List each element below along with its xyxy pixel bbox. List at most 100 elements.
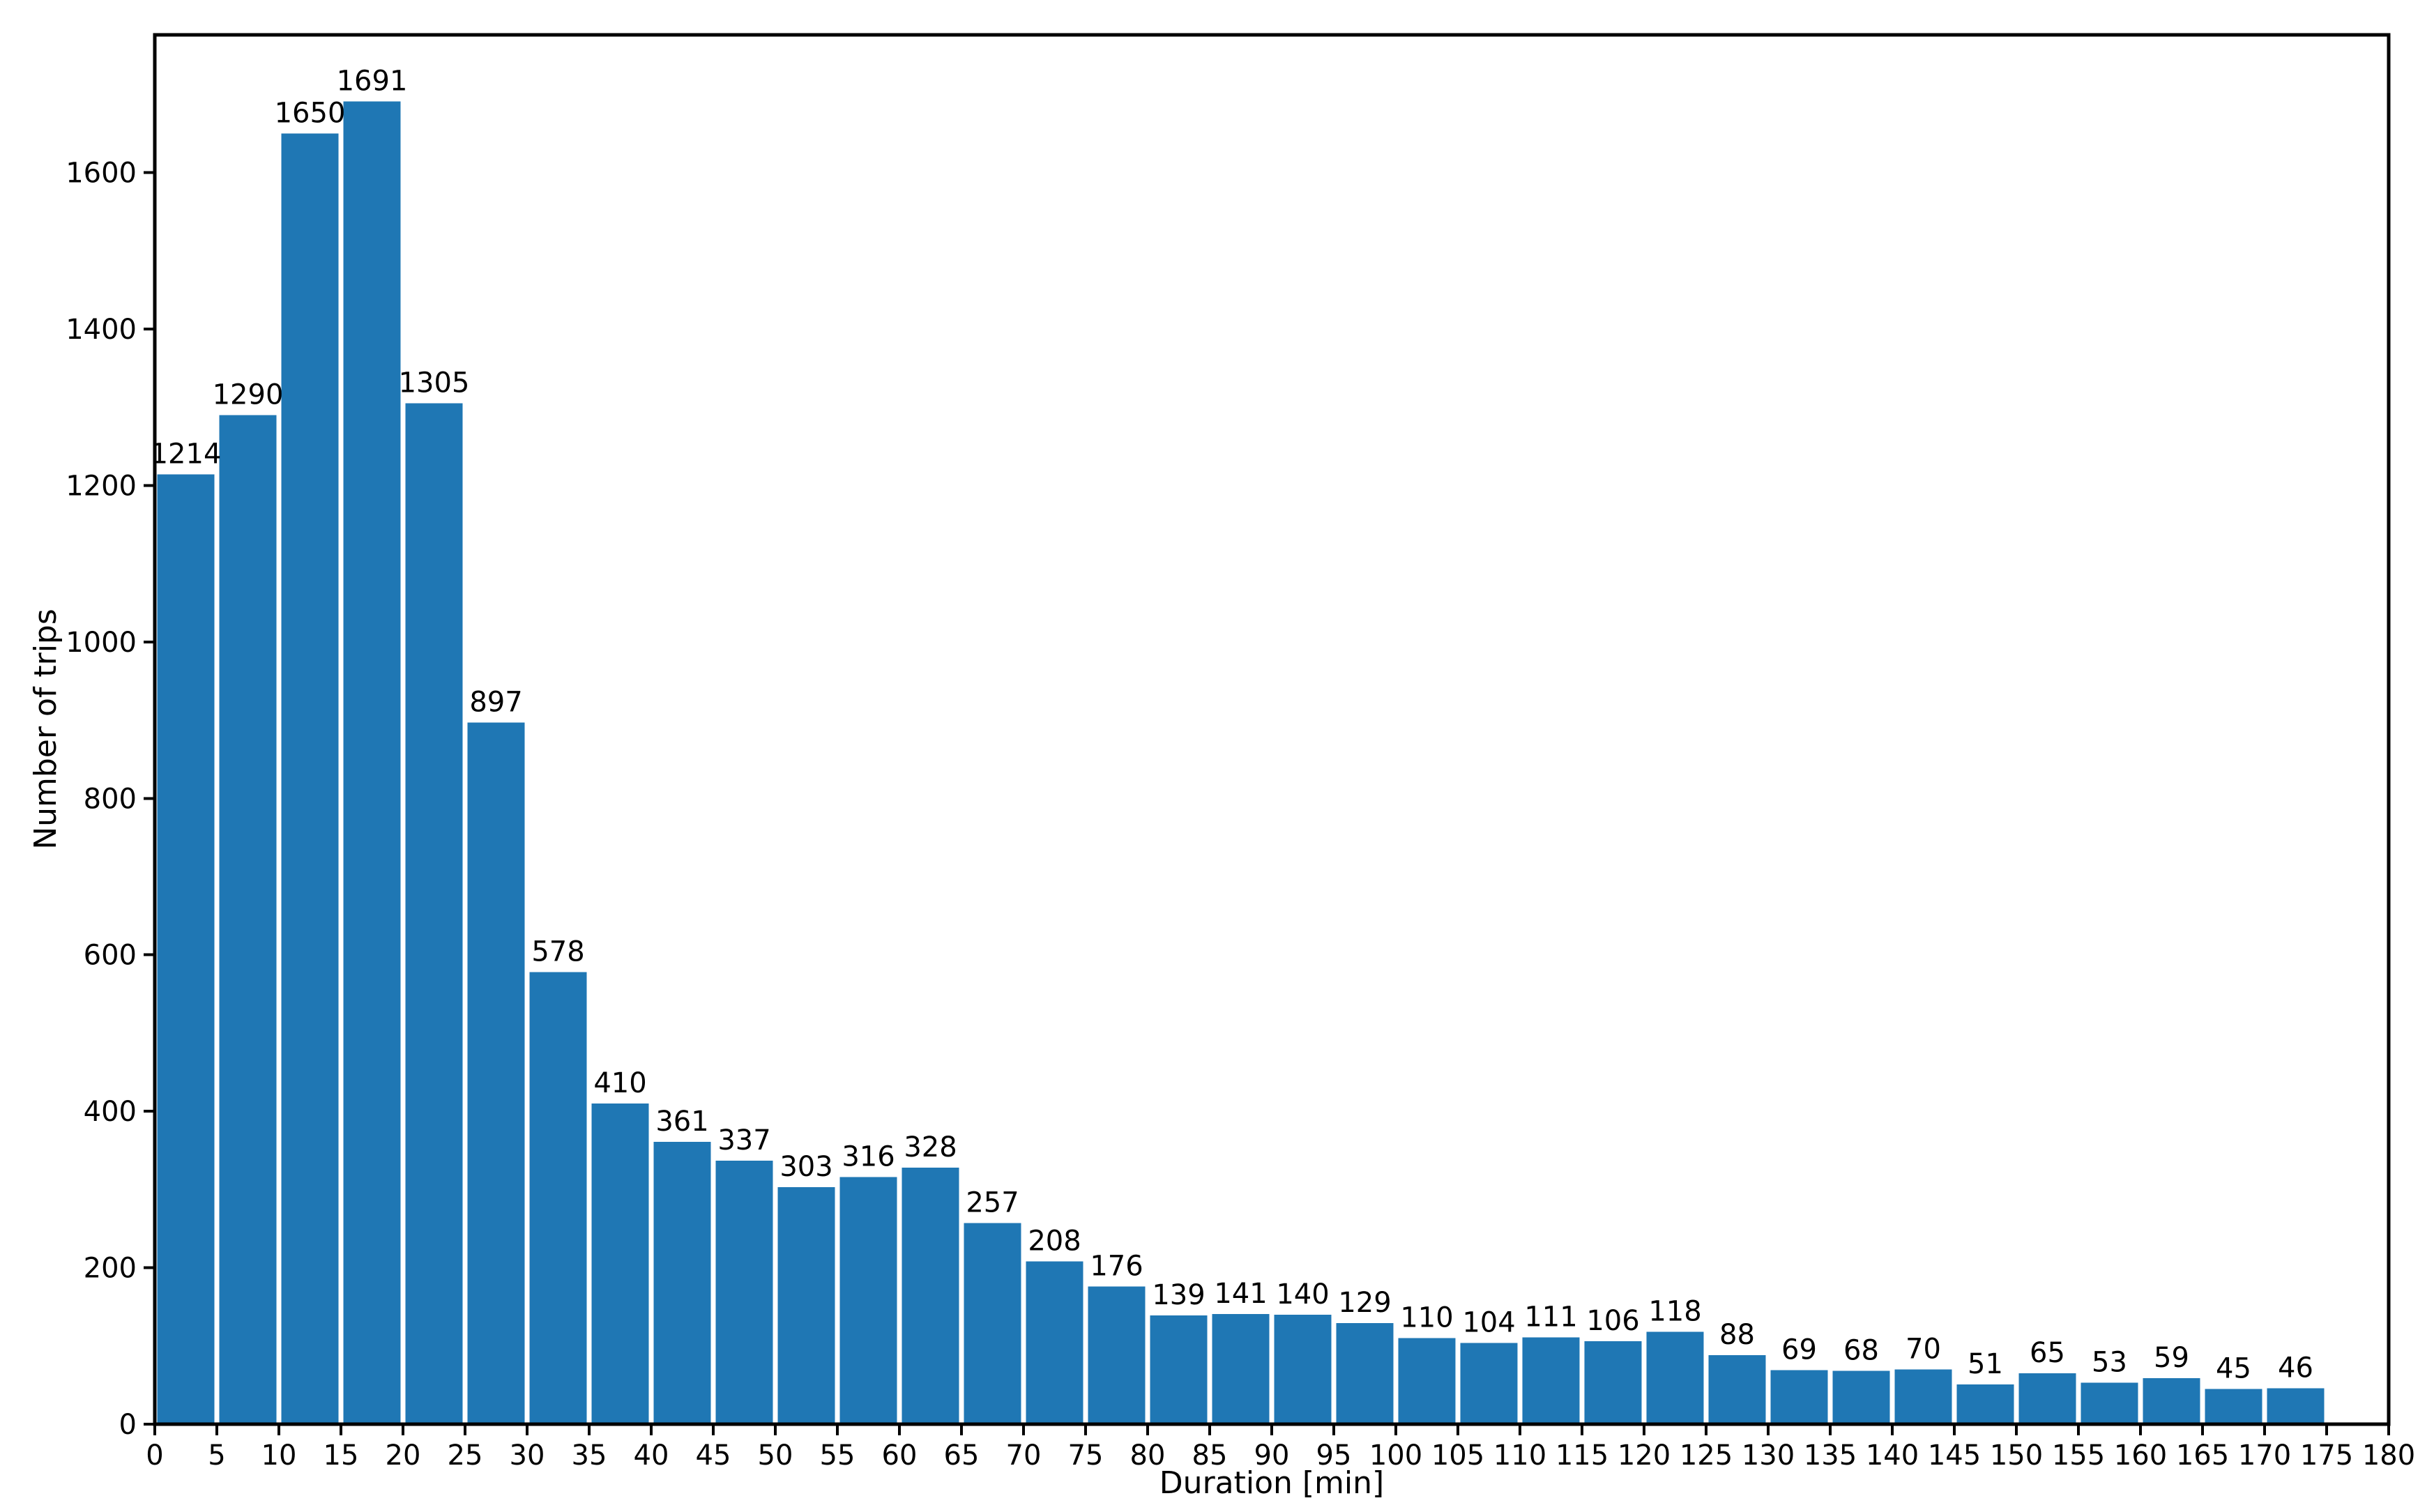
x-tick-label: 70 [1006, 1440, 1042, 1472]
bar-value-label: 140 [1276, 1278, 1329, 1311]
x-tick-label: 35 [572, 1440, 607, 1472]
bar-value-label: 110 [1400, 1302, 1453, 1334]
x-tick-label: 15 [324, 1440, 359, 1472]
x-tick-label: 25 [448, 1440, 483, 1472]
x-tick-label: 125 [1680, 1440, 1733, 1472]
bar [1212, 1313, 1270, 1424]
x-tick-label: 110 [1493, 1440, 1546, 1472]
bars-layer [157, 101, 2325, 1425]
bar-value-label: 53 [2092, 1347, 2127, 1379]
x-tick-label: 140 [1866, 1440, 1919, 1472]
x-tick-label: 175 [2300, 1440, 2353, 1472]
bar [343, 101, 401, 1424]
bar-value-label: 1691 [337, 65, 408, 97]
x-tick-label: 5 [208, 1440, 225, 1472]
bar [1770, 1370, 1828, 1424]
bar [591, 1103, 649, 1424]
bar-value-label: 578 [531, 936, 584, 968]
x-tick-label: 55 [820, 1440, 855, 1472]
x-tick-label: 75 [1068, 1440, 1104, 1472]
x-tick-label: 40 [634, 1440, 669, 1472]
bar-value-label: 59 [2154, 1342, 2189, 1374]
x-tick-label: 120 [1618, 1440, 1671, 1472]
bar [1274, 1314, 1332, 1424]
bar [2205, 1389, 2262, 1424]
bar-value-label: 46 [2278, 1352, 2313, 1384]
y-tick-label: 0 [119, 1409, 137, 1441]
y-tick-label: 200 [84, 1253, 137, 1285]
bar [2018, 1373, 2076, 1424]
bar-value-label: 1650 [275, 97, 346, 129]
bar [405, 403, 463, 1424]
x-tick-label: 60 [882, 1440, 918, 1472]
bar [281, 133, 339, 1424]
bar-value-label: 111 [1524, 1301, 1577, 1333]
x-tick-label: 105 [1431, 1440, 1484, 1472]
x-tick-label: 135 [1804, 1440, 1857, 1472]
axes-layer [144, 33, 2391, 1435]
x-tick-label: 170 [2238, 1440, 2291, 1472]
x-tick-label: 115 [1556, 1440, 1608, 1472]
bar-value-label: 65 [2030, 1337, 2065, 1369]
y-axis-label: Number of trips [28, 609, 63, 850]
x-tick-label: 155 [2052, 1440, 2105, 1472]
bar [2143, 1377, 2200, 1424]
bar-value-label: 897 [469, 686, 522, 718]
bar-value-label: 139 [1152, 1279, 1205, 1311]
bar-value-label: 118 [1648, 1296, 1701, 1328]
bar [964, 1223, 1021, 1424]
bar [1026, 1261, 1083, 1424]
bar-value-label: 316 [842, 1140, 895, 1173]
x-tick-label: 45 [696, 1440, 731, 1472]
bar [529, 972, 587, 1424]
bar-value-label: 141 [1214, 1278, 1267, 1310]
bar-value-label: 337 [717, 1124, 770, 1156]
bar-value-label: 1305 [399, 367, 470, 399]
bar-value-label: 51 [1968, 1348, 2003, 1380]
bar [1522, 1337, 1580, 1424]
x-tick-label: 85 [1192, 1440, 1228, 1472]
bar [2267, 1388, 2325, 1424]
bar [1894, 1369, 1952, 1424]
bar-value-label: 176 [1090, 1251, 1143, 1283]
bar [839, 1177, 897, 1424]
x-axis-label: Duration [min] [1159, 1465, 1384, 1501]
bar [777, 1187, 835, 1424]
x-tick-label: 30 [510, 1440, 545, 1472]
bar [653, 1141, 711, 1424]
bar-value-label: 69 [1781, 1334, 1817, 1366]
bar-value-label: 328 [904, 1131, 957, 1163]
bar [1150, 1315, 1208, 1424]
bar [1398, 1338, 1456, 1424]
x-tick-label: 90 [1254, 1440, 1290, 1472]
bar-value-label: 1214 [151, 438, 222, 471]
bar [1088, 1286, 1146, 1424]
bar [1646, 1331, 1704, 1424]
bar [1460, 1343, 1518, 1424]
x-tick-label: 50 [758, 1440, 793, 1472]
bar-value-label: 88 [1719, 1319, 1755, 1351]
bar [1832, 1370, 1890, 1424]
x-tick-label: 0 [146, 1440, 163, 1472]
x-tick-label: 95 [1316, 1440, 1352, 1472]
bar-value-label: 410 [593, 1067, 646, 1099]
y-tick-label: 800 [84, 783, 137, 815]
y-tick-label: 1400 [66, 314, 137, 346]
x-tick-label: 150 [1990, 1440, 2043, 1472]
bar-value-label: 70 [1906, 1333, 1941, 1365]
bar [2081, 1382, 2138, 1424]
x-tick-label: 20 [386, 1440, 421, 1472]
x-tick-label: 10 [261, 1440, 297, 1472]
y-tick-label: 1600 [66, 158, 137, 190]
bar-value-label: 303 [779, 1151, 832, 1183]
x-tick-label: 165 [2176, 1440, 2229, 1472]
bar [157, 474, 215, 1425]
bar [467, 722, 525, 1424]
x-tick-label: 180 [2362, 1440, 2415, 1472]
bar-value-label: 104 [1462, 1306, 1515, 1338]
bar [1956, 1384, 2014, 1424]
x-tick-label: 80 [1130, 1440, 1166, 1472]
bar-value-label: 129 [1338, 1287, 1391, 1319]
